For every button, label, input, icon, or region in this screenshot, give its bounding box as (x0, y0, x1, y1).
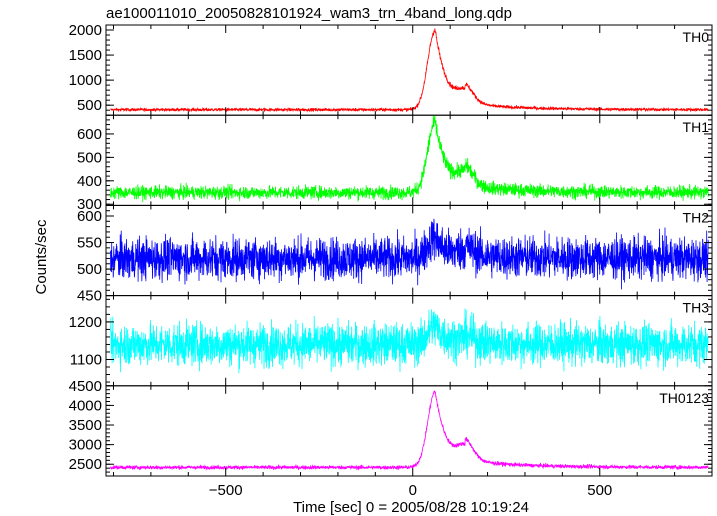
series-th3 (110, 308, 709, 374)
y-tick-label: 300 (77, 196, 102, 213)
panel-label: TH0 (683, 29, 710, 45)
y-tick-label: 3500 (69, 417, 102, 434)
y-tick-label: 550 (77, 235, 102, 252)
series-th2 (110, 218, 709, 290)
panel-label: TH0123 (659, 390, 709, 406)
chart-title: ae100011010_20050828101924_wam3_trn_4ban… (106, 5, 512, 22)
panels: TH0 500 1000 1500 2000 TH1 300 400 500 600 TH2 450 5… (69, 22, 713, 499)
y-tick-label: 600 (77, 126, 102, 143)
x-tick-label: 500 (587, 482, 612, 499)
panel-th3: TH3 1100 1200 (69, 295, 713, 387)
y-tick-label: 1100 (70, 351, 102, 368)
y-tick-label: 2500 (69, 456, 102, 473)
y-tick-label: 4000 (69, 397, 102, 414)
y-tick-label: 400 (77, 173, 102, 190)
y-axis-title: Counts/sec (33, 219, 50, 295)
panel-label: TH2 (683, 209, 710, 225)
y-tick-label: 450 (77, 288, 102, 305)
y-tick-label: 1200 (69, 314, 102, 331)
panel-th0: TH0 500 1000 1500 2000 (69, 22, 713, 116)
y-tick-label: 4500 (69, 378, 102, 395)
x-tick-label: −500 (209, 482, 243, 499)
series-th0123 (110, 390, 709, 471)
x-axis-title: Time [sec] 0 = 2005/08/28 10:19:24 (293, 499, 529, 516)
y-tick-label: 1000 (69, 72, 102, 89)
panel-th0123: TH0123 2500 3000 3500 4000 4500 (69, 378, 713, 477)
y-tick-label: 2000 (69, 22, 102, 39)
panel-label: TH1 (683, 119, 710, 135)
series-th1 (110, 115, 709, 203)
x-tick-label: 0 (409, 482, 417, 499)
y-tick-label: 500 (77, 149, 102, 166)
y-tick-label: 1500 (69, 47, 102, 64)
y-tick-label: 3000 (69, 437, 102, 454)
y-tick-label: 500 (77, 97, 102, 114)
y-tick-label: 600 (77, 208, 102, 225)
panel-label: TH3 (683, 300, 710, 316)
y-tick-label: 500 (77, 261, 102, 278)
panel-frame (105, 385, 713, 477)
panel-th1: TH1 300 400 500 600 (77, 114, 713, 213)
series-th0 (110, 28, 709, 113)
panel-th2: TH2 450 500 550 600 (77, 204, 713, 305)
panel-frame (105, 24, 713, 116)
